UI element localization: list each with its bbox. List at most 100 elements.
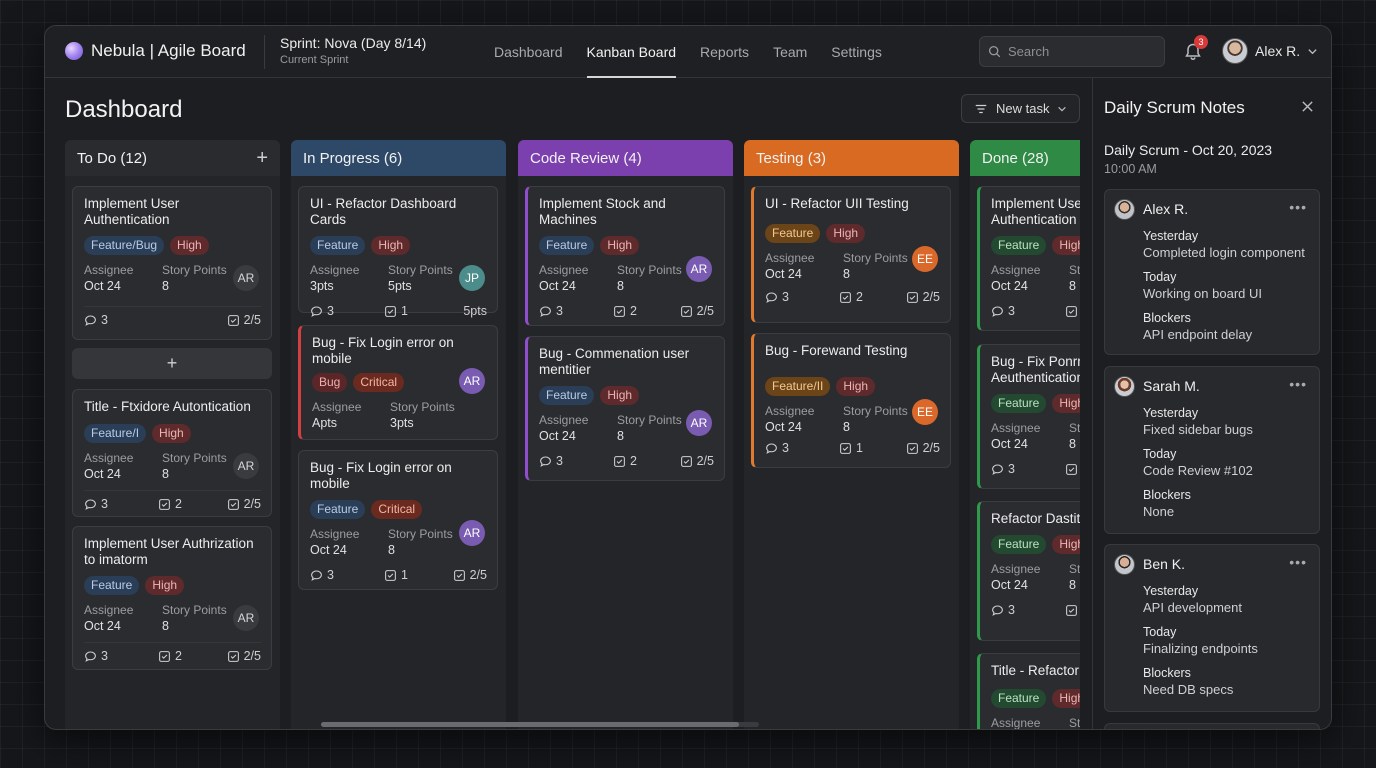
nav-team[interactable]: Team <box>773 44 808 60</box>
progress-count: 2/5 <box>922 441 940 455</box>
task-card[interactable]: Bug - Forewand Testing Feature/II High A… <box>751 333 951 468</box>
comment-icon <box>85 499 96 510</box>
comment-count: 3 <box>327 568 334 582</box>
card-title: Title - Ftxidore Autontication <box>84 399 251 414</box>
sprint-info: Sprint: Nova (Day 8/14) Current Sprint <box>264 35 426 69</box>
column-testing: Testing (3) UI - Refactor UII Testing Fe… <box>744 140 959 729</box>
task-card[interactable]: Implement User Authentication Feature Hi… <box>977 186 1080 331</box>
assignee-label: Assignee <box>312 400 362 414</box>
task-card[interactable]: Title - Refactor I Feature High Assignee… <box>977 653 1080 730</box>
assignee-label: Assignee <box>991 421 1041 435</box>
task-card[interactable]: Bug - Commenation user mentitier Feature… <box>525 336 725 481</box>
assignee-avatar[interactable]: AR <box>686 410 712 436</box>
task-card[interactable]: Implement User Authrization to imatorm F… <box>72 526 272 670</box>
blockers-text: None <box>1143 504 1175 519</box>
comment-count: 3 <box>1008 603 1015 617</box>
assignee-avatar[interactable]: AR <box>233 453 259 479</box>
assignee-value: Oct 24 <box>765 420 802 434</box>
points-value: 3pts <box>390 416 414 430</box>
checkbox-icon <box>1066 463 1077 475</box>
nav-dashboard[interactable]: Dashboard <box>494 44 563 60</box>
task-card[interactable]: Title - Ftxidore Autontication Feature/I… <box>72 389 272 517</box>
check-count: 2 <box>174 649 182 663</box>
add-task-icon[interactable]: + <box>256 146 268 169</box>
column-header: Testing (3) <box>744 140 959 176</box>
assignee-avatar[interactable]: EE <box>912 399 938 425</box>
assignee-label: Assignee <box>539 263 589 277</box>
priority-tag: High <box>1052 689 1080 708</box>
search-input[interactable] <box>1008 44 1148 59</box>
nav-settings[interactable]: Settings <box>831 44 882 60</box>
task-card[interactable]: Implement User Authentication Feature/Bu… <box>72 186 272 340</box>
assignee-label: Assignee <box>765 404 815 418</box>
checkbox-icon <box>614 305 625 317</box>
notification-badge: 3 <box>1194 35 1208 49</box>
checkbox-icon <box>614 455 625 467</box>
assignee-avatar[interactable]: JP <box>459 265 485 291</box>
card-title: Bug - Fix Login error on mobile <box>312 335 454 366</box>
nav-kanban-board[interactable]: Kanban Board <box>575 26 689 78</box>
user-menu[interactable]: Alex R. <box>1222 38 1318 64</box>
card-title: Implement Stock and Machines <box>539 196 666 227</box>
search-box[interactable] <box>979 36 1165 67</box>
card-title: Bug - Fix Ponrrir Aeuthentication <box>991 354 1080 385</box>
points-label: Story Points <box>1069 562 1080 576</box>
assignee-value: Oct 24 <box>84 619 121 633</box>
add-card-button[interactable]: + <box>72 348 272 379</box>
scrollbar-thumb[interactable] <box>321 722 739 727</box>
column-in-progress: In Progress (6) UI - Refactor Dashboard … <box>291 140 506 729</box>
checkbox-icon <box>227 314 239 326</box>
comment-icon <box>311 306 322 317</box>
points-value: 8 <box>1069 578 1076 592</box>
column-header: Done (28) <box>970 140 1080 176</box>
points-label: Story Points <box>1069 263 1080 277</box>
assignee-label: Assignee <box>991 263 1041 277</box>
task-card[interactable]: Bug - Fix Ponrrir Aeuthentication Featur… <box>977 344 1080 489</box>
assignee-avatar[interactable]: AR <box>459 520 485 546</box>
nav-reports[interactable]: Reports <box>700 44 750 60</box>
more-options-icon[interactable]: ••• <box>1289 376 1307 392</box>
task-card[interactable]: UI - Refactor Dashboard Cards Feature Hi… <box>298 186 498 318</box>
assignee-avatar[interactable]: AR <box>686 256 712 282</box>
sprint-subtitle: Current Sprint <box>280 54 349 66</box>
points-label: Story Points <box>1069 716 1080 730</box>
type-tag: Feature <box>310 236 366 255</box>
priority-tag: High <box>170 236 209 255</box>
assignee-avatar[interactable]: AR <box>459 368 485 394</box>
check-count: 2 <box>174 497 182 511</box>
checkbox-icon <box>906 442 918 454</box>
comment-icon <box>992 464 1003 475</box>
more-options-icon[interactable]: ••• <box>1289 199 1307 215</box>
task-card[interactable]: Bug - Fix Login error on mobile Bug Crit… <box>298 325 498 440</box>
task-card[interactable]: UI - Refactor UII Testing Feature High A… <box>751 186 951 323</box>
task-card[interactable]: Refactor Dastitc Cards Feature High Assi… <box>977 501 1080 641</box>
new-task-button[interactable]: New task <box>961 94 1080 123</box>
assignee-avatar[interactable]: AR <box>233 265 259 291</box>
type-tag: Bug <box>312 373 348 392</box>
comment-count: 3 <box>327 304 334 318</box>
checkbox-icon <box>680 305 692 317</box>
checkbox-icon <box>159 650 170 662</box>
today-text: Working on board UI <box>1143 286 1262 301</box>
progress-count: 5pts <box>463 304 487 318</box>
task-card[interactable]: Bug - Fix Login error on mobile Feature … <box>298 450 498 590</box>
priority-tag: High <box>1052 394 1080 413</box>
check-count: 2 <box>629 304 637 318</box>
card-title: Refactor Dastitc Cards <box>991 511 1080 526</box>
task-card[interactable]: Implement Stock and Machines Feature Hig… <box>525 186 725 326</box>
comment-count: 3 <box>556 304 563 318</box>
blockers-label: Blockers <box>1143 666 1191 680</box>
checkbox-icon <box>385 305 396 317</box>
more-options-icon[interactable]: ••• <box>1289 554 1307 570</box>
assignee-avatar[interactable]: AR <box>233 605 259 631</box>
today-text: Finalizing endpoints <box>1143 641 1258 656</box>
points-value: 8 <box>843 267 850 281</box>
close-icon[interactable] <box>1301 100 1314 113</box>
assignee-value: 3pts <box>310 279 334 293</box>
column-title: To Do (12) <box>77 149 148 167</box>
assignee-label: Assignee <box>84 263 134 277</box>
horizontal-scrollbar[interactable] <box>321 722 759 727</box>
column-done: Done (28) Implement User Authentication … <box>970 140 1080 730</box>
brand[interactable]: Nebula | Agile Board <box>65 41 246 61</box>
assignee-avatar[interactable]: EE <box>912 246 938 272</box>
